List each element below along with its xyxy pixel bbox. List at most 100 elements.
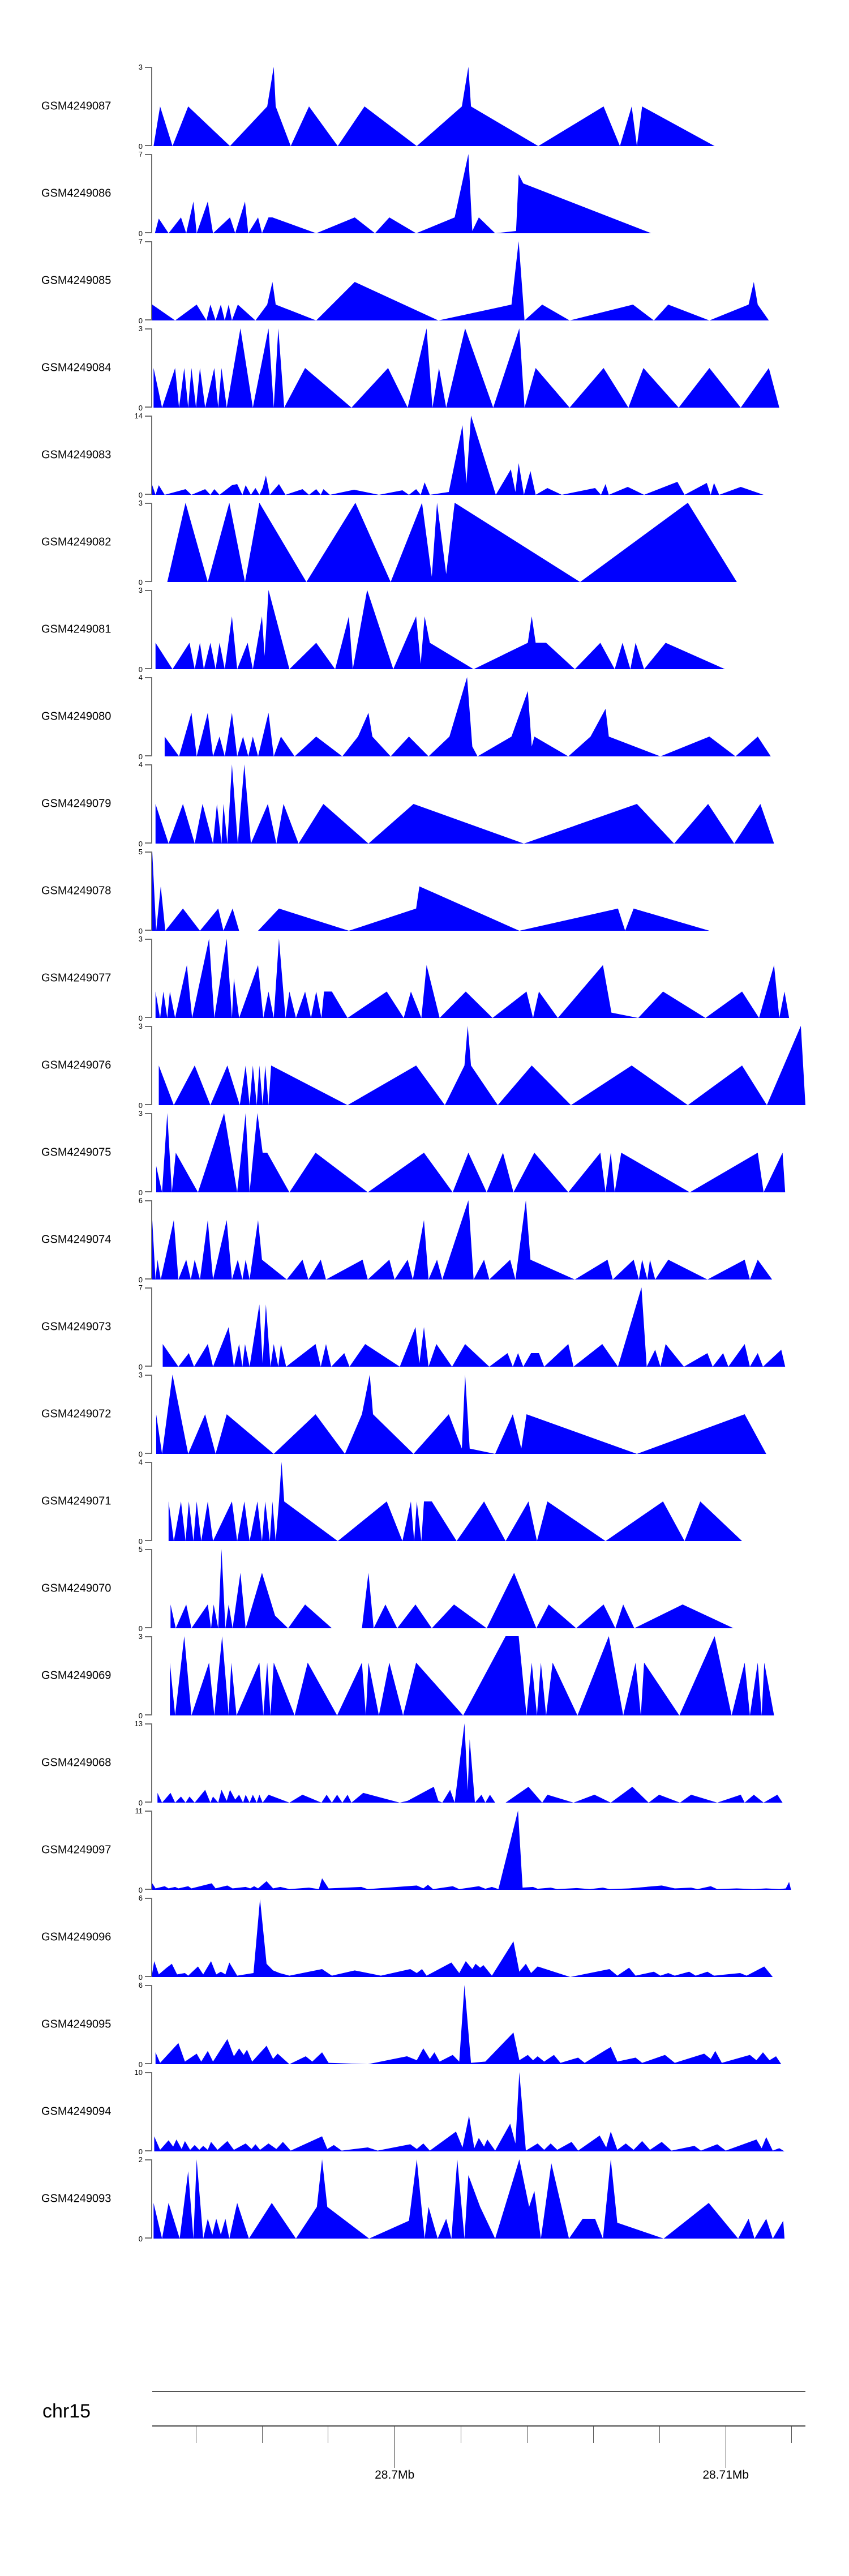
- track-y-axis-zero-tick: [145, 930, 151, 931]
- track-yzero-label: 0: [138, 2060, 143, 2069]
- signal-track: GSM4249068 13 0: [0, 1719, 849, 1807]
- track-y-axis-line: [151, 503, 152, 582]
- track-signal-area: [170, 1549, 734, 1628]
- track-ymax-label: 5: [138, 1545, 143, 1554]
- track-yzero-label: 0: [138, 1014, 143, 1022]
- track-y-axis-top-tick: [145, 1200, 151, 1201]
- signal-track: GSM4249074 6 0: [0, 1197, 849, 1283]
- track-y-axis-top-tick: [145, 764, 151, 765]
- track-y-axis-line: [151, 241, 152, 320]
- signal-track: GSM4249078 5 0: [0, 848, 849, 935]
- track-label: GSM4249074: [41, 1233, 112, 1246]
- signal-track: GSM4249072 3 0: [0, 1371, 849, 1458]
- signal-track: GSM4249071 4 0: [0, 1458, 849, 1545]
- signal-track: GSM4249079 4 0: [0, 760, 849, 848]
- track-y-axis-top-tick: [145, 67, 151, 68]
- track-label: GSM4249069: [41, 1669, 112, 1682]
- signal-track: GSM4249073 7 0: [0, 1283, 849, 1371]
- track-yzero-label: 0: [138, 1188, 143, 1197]
- track-label: GSM4249083: [41, 448, 112, 461]
- track-y-axis-zero-tick: [145, 842, 151, 844]
- track-y-axis-top-tick: [145, 1898, 151, 1899]
- track-y-axis-line: [151, 328, 152, 408]
- track-label: GSM4249075: [41, 1146, 112, 1159]
- track-y-axis-line: [151, 851, 152, 931]
- track-signal-area: [156, 1113, 786, 1192]
- track-ymax-label: 3: [138, 586, 143, 594]
- track-ymax-label: 4: [138, 1458, 143, 1466]
- track-y-axis-top-tick: [145, 1462, 151, 1463]
- track-y-axis-top-tick: [145, 1287, 151, 1289]
- track-y-axis-zero-tick: [145, 1627, 151, 1628]
- track-ymax-label: 7: [138, 237, 143, 246]
- track-yzero-label: 0: [138, 1363, 143, 1371]
- track-signal-area: [158, 1026, 805, 1105]
- track-ymax-label: 2: [138, 2155, 143, 2164]
- track-y-axis-zero-tick: [145, 1366, 151, 1367]
- signal-track: GSM4249082 3 0: [0, 499, 849, 586]
- track-signal-area: [170, 1636, 774, 1715]
- track-yzero-label: 0: [138, 840, 143, 848]
- ruler-tick-label: 28.71Mb: [702, 2468, 749, 2481]
- track-ymax-label: 3: [138, 63, 143, 71]
- track-y-axis-top-tick: [145, 1811, 151, 1812]
- track-yzero-label: 0: [138, 1973, 143, 1982]
- track-y-axis-zero-tick: [145, 2150, 151, 2151]
- track-y-axis-zero-tick: [145, 494, 151, 495]
- ruler-minor-tick: [791, 2427, 792, 2443]
- track-signal-area: [155, 939, 790, 1018]
- track-label: GSM4249082: [41, 536, 112, 549]
- track-label: GSM4249068: [41, 1756, 112, 1769]
- track-ymax-label: 13: [134, 1719, 143, 1728]
- track-ymax-label: 7: [138, 1283, 143, 1292]
- track-ymax-label: 10: [134, 2068, 143, 2077]
- signal-track: GSM4249095 6 0: [0, 1982, 849, 2068]
- track-ymax-label: 4: [138, 760, 143, 769]
- track-y-axis-top-tick: [145, 241, 151, 242]
- track-signal-area: [168, 1462, 743, 1541]
- signal-track: GSM4249084 3 0: [0, 324, 849, 412]
- track-yzero-label: 0: [138, 2147, 143, 2156]
- track-yzero-label: 0: [138, 927, 143, 935]
- track-signal-area: [153, 328, 779, 408]
- track-y-axis-top-tick: [145, 2159, 151, 2160]
- track-yzero-label: 0: [138, 1537, 143, 1546]
- track-signal-area: [154, 2072, 785, 2151]
- track-y-axis-zero-tick: [145, 1540, 151, 1541]
- track-y-axis-line: [151, 677, 152, 756]
- track-y-axis-top-tick: [145, 328, 151, 330]
- track-y-axis-line: [151, 1026, 152, 1105]
- track-yzero-label: 0: [138, 491, 143, 499]
- ruler-minor-tick: [659, 2427, 660, 2443]
- track-signal-area: [155, 1985, 782, 2064]
- ruler-minor-tick: [593, 2427, 594, 2443]
- track-y-axis-zero-tick: [145, 755, 151, 756]
- track-label: GSM4249095: [41, 2018, 112, 2031]
- track-y-axis-top-tick: [145, 2072, 151, 2073]
- track-y-axis-zero-tick: [145, 1278, 151, 1280]
- track-signal-area: [155, 590, 726, 669]
- track-yzero-label: 0: [138, 752, 143, 761]
- signal-track: GSM4249081 3 0: [0, 586, 849, 673]
- track-y-axis-line: [151, 2072, 152, 2151]
- track-y-axis-top-tick: [145, 503, 151, 504]
- track-y-axis-top-tick: [145, 1985, 151, 1986]
- track-y-axis-zero-tick: [145, 668, 151, 669]
- track-label: GSM4249072: [41, 1407, 112, 1420]
- track-y-axis-line: [151, 764, 152, 844]
- ruler-tick-label: 28.7Mb: [375, 2468, 415, 2481]
- ruler-minor-tick: [527, 2427, 528, 2443]
- track-signal-area: [152, 416, 764, 495]
- signal-track: GSM4249083 14 0: [0, 412, 849, 499]
- track-y-axis-top-tick: [145, 154, 151, 155]
- track-y-axis-zero-tick: [145, 2237, 151, 2239]
- track-ymax-label: 3: [138, 324, 143, 333]
- track-yzero-label: 0: [138, 2235, 143, 2243]
- track-y-axis-zero-tick: [145, 581, 151, 582]
- track-signal-area: [152, 1200, 773, 1280]
- track-y-axis-line: [151, 1287, 152, 1367]
- track-y-axis-zero-tick: [145, 1802, 151, 1803]
- track-label: GSM4249087: [41, 100, 112, 113]
- track-y-axis-zero-tick: [145, 2063, 151, 2064]
- track-signal-area: [167, 503, 737, 582]
